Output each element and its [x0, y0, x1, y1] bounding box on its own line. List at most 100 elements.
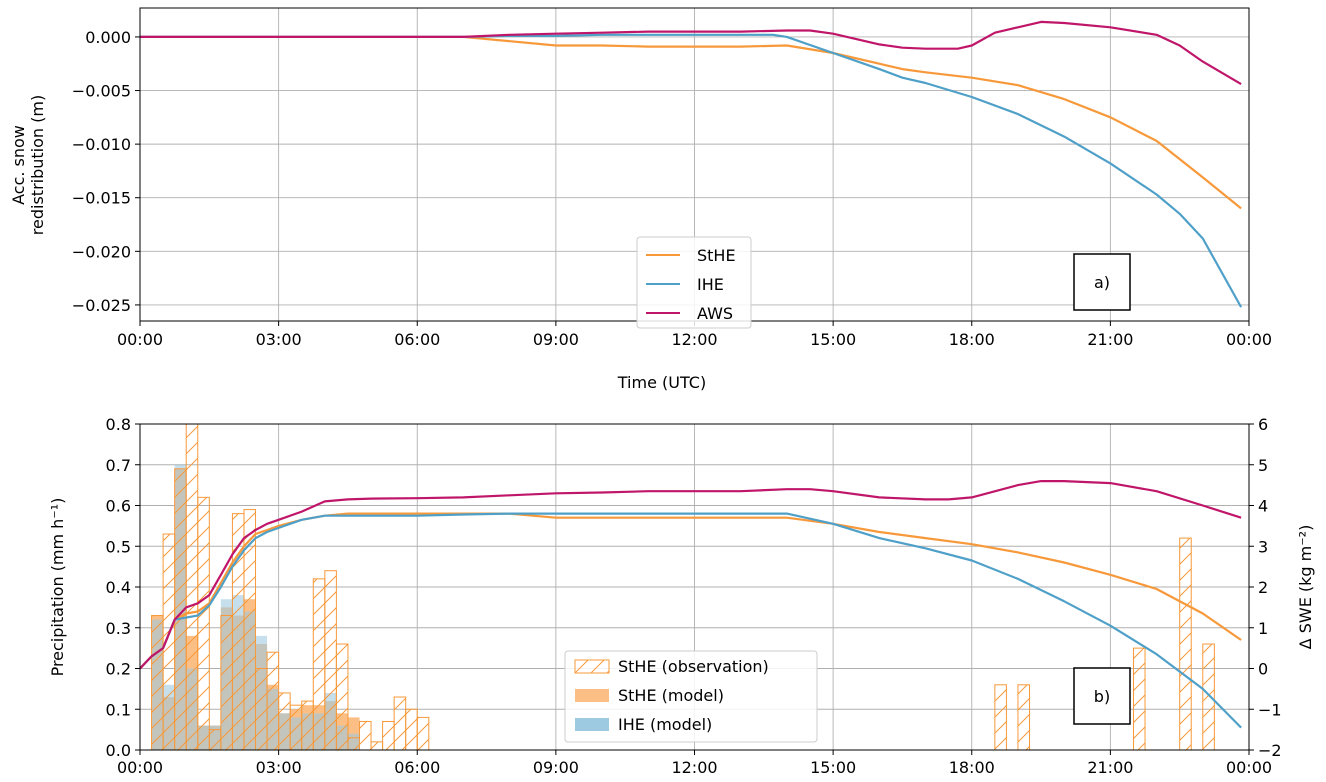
panel-b-line-ihe [140, 512, 1242, 729]
panel-a-ytick-label: 0.000 [85, 28, 131, 47]
bar-sthe-observation [289, 704, 303, 750]
panel-a-xlabel: Time (UTC) [617, 373, 706, 392]
panel-a-ytick-label: −0.015 [72, 189, 131, 208]
panel-a-ylabel-line1: Acc. snow [9, 125, 28, 205]
legend-ihe-model-label: IHE (model) [618, 715, 712, 734]
panel-a-line-ihe [140, 33, 1243, 308]
panel-b-lines [140, 480, 1242, 729]
panel-a-line-aws [140, 20, 1242, 86]
legend-ihe-model-swatch [575, 718, 609, 731]
legend-sthe-model-swatch [575, 689, 609, 702]
panel-a-legend: StHE IHE AWS [636, 236, 752, 329]
bar-sthe-observation [1132, 647, 1146, 750]
panel-b-yright-tick-label: 0 [1258, 660, 1268, 679]
panel-b-xtick-label: 21:00 [1087, 758, 1133, 777]
bar-sthe-observation [393, 696, 407, 750]
panel-b-ytick-label: 0.6 [106, 497, 131, 516]
legend-ihe-label: IHE [697, 275, 724, 294]
bar-sthe-observation [335, 643, 349, 750]
bar-sthe-observation [370, 741, 384, 750]
bar-sthe-observation [255, 668, 268, 750]
bar-sthe-observation [301, 700, 314, 750]
panel-b-ylabel-right: Δ SWE (kg m⁻²) [1296, 525, 1315, 650]
panel-b-yright-tick-label: 5 [1258, 456, 1268, 475]
panel-b-ytick-label: 0.0 [106, 741, 131, 760]
panel-b-ytick-label: 0.1 [106, 700, 131, 719]
panel-b-xtick-label: 09:00 [533, 758, 579, 777]
panel-b-ticks: 00:00 03:00 06:00 09:00 12:00 15:00 18:00 21:00… [106, 415, 1282, 777]
panel-a-ticks: 00:00 03:00 06:00 09:00 12:00 15:00 18:00 21:00… [72, 28, 1272, 349]
bar-sthe-observation [1017, 684, 1031, 750]
panel-a: 00:00 03:00 06:00 09:00 12:00 15:00 18:00 21:00… [9, 7, 1272, 392]
panel-b-line-aws [140, 480, 1242, 670]
panel-b-ytick-label: 0.7 [106, 456, 131, 475]
bar-sthe-observation [1179, 537, 1192, 750]
panel-a-xtick-label: 12:00 [671, 330, 717, 349]
panel-b-xtick-label: 06:00 [394, 758, 440, 777]
panel-b-ytick-label: 0.4 [106, 578, 131, 597]
bar-sthe-observation [220, 615, 233, 750]
bar-sthe-observation [324, 570, 337, 750]
panel-a-ytick-label: −0.005 [72, 82, 131, 101]
panel-a-line-sthe [140, 35, 1242, 210]
panel-a-xtick-label: 06:00 [394, 330, 440, 349]
legend-obs-label: StHE (observation) [618, 657, 769, 676]
panel-b-line-sthe [140, 512, 1242, 670]
panel-b-ytick-label: 0.8 [106, 415, 131, 434]
panel-b-legend: StHE (observation) StHE (model) IHE (mod… [564, 650, 818, 743]
bar-sthe-observation [312, 578, 326, 750]
panel-b-bars [151, 424, 1215, 750]
bar-sthe-observation [185, 424, 199, 750]
legend-sthe-label: StHE [697, 246, 736, 265]
bar-sthe-observation [405, 708, 418, 750]
panel-a-xtick-label: 00:00 [117, 330, 163, 349]
panel-b-xtick-label: 15:00 [810, 758, 856, 777]
legend-sthe-model-label: StHE (model) [618, 686, 724, 705]
legend-aws-label: AWS [697, 304, 733, 323]
bar-sthe-observation [278, 692, 291, 750]
legend-obs-swatch [574, 659, 610, 674]
bar-sthe-observation [197, 496, 210, 750]
panel-a-xtick-label: 09:00 [533, 330, 579, 349]
panel-b-ytick-label: 0.5 [106, 537, 131, 556]
panel-b-xtick-label: 00:00 [117, 758, 163, 777]
panel-b-yright-tick-label: −1 [1258, 700, 1282, 719]
panel-b-xtick-label: 18:00 [949, 758, 995, 777]
panel-b: 00:00 03:00 06:00 09:00 12:00 15:00 18:00 21:00… [48, 415, 1315, 777]
bar-sthe-observation [347, 737, 360, 750]
panel-b-yright-tick-label: −2 [1258, 741, 1282, 760]
panel-b-legend-box [564, 650, 818, 743]
panel-b-ytick-label: 0.3 [106, 619, 131, 638]
bar-sthe-observation [416, 716, 430, 750]
panel-a-ytick-label: −0.025 [72, 296, 131, 315]
panel-a-ytick-label: −0.010 [72, 135, 131, 154]
panel-b-tag-box [1073, 667, 1131, 725]
panel-b-ylabel: Precipitation (mm h⁻¹) [48, 498, 67, 677]
panel-a-xtick-label: 00:00 [1226, 330, 1272, 349]
panel-b-yright-tick-label: 1 [1258, 619, 1268, 638]
panel-a-legend-box [636, 236, 752, 329]
panel-b-xtick-label: 12:00 [671, 758, 717, 777]
panel-a-lines [140, 20, 1243, 308]
bar-sthe-observation [151, 615, 164, 750]
bar-sthe-observation [994, 684, 1007, 750]
panel-b-yright-tick-label: 3 [1258, 537, 1268, 556]
panel-b-xtick-label: 00:00 [1226, 758, 1272, 777]
panel-a-ylabel-line2: redistribution (m) [28, 95, 47, 235]
panel-a-xtick-label: 15:00 [810, 330, 856, 349]
panel-b-yright-tick-label: 2 [1258, 578, 1268, 597]
panel-a-xtick-label: 18:00 [949, 330, 995, 349]
bar-sthe-observation [208, 729, 222, 750]
bar-sthe-observation [382, 720, 395, 750]
panel-b-yright-tick-label: 6 [1258, 415, 1268, 434]
panel-a-xtick-label: 03:00 [256, 330, 302, 349]
panel-b-tag: b) [1094, 687, 1110, 706]
panel-a-xtick-label: 21:00 [1087, 330, 1133, 349]
bar-sthe-observation [358, 720, 372, 750]
panel-b-ytick-label: 0.2 [106, 660, 131, 679]
panel-a-ytick-label: −0.020 [72, 242, 131, 261]
bar-sthe-observation [243, 509, 257, 750]
panel-b-xtick-label: 03:00 [256, 758, 302, 777]
bar-sthe-observation [266, 651, 280, 750]
